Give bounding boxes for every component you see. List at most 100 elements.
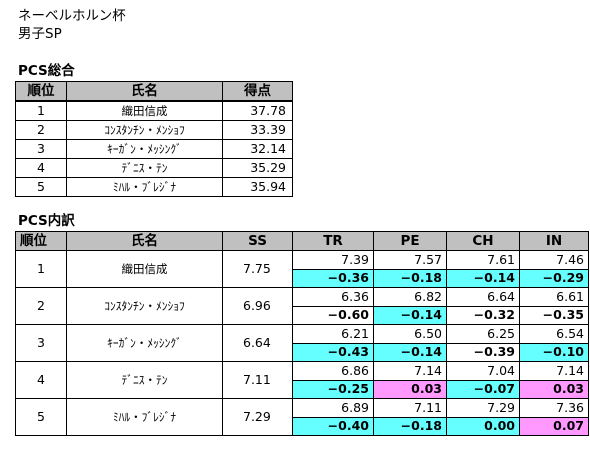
- ch-diff-cell: 0.00: [446, 416, 520, 436]
- diff-row: −0.40 −0.18 0.00 0.07: [16, 416, 589, 436]
- in-score-cell: 7.14: [519, 361, 589, 381]
- tr-score-cell: 6.89: [292, 398, 374, 418]
- event-title: ネーベルホルン杯: [18, 8, 126, 24]
- name-cell: ﾃﾞﾆｽ・ﾃﾝ: [66, 158, 223, 178]
- ch-diff-cell: −0.32: [446, 305, 520, 325]
- tr-score-cell: 6.86: [292, 361, 374, 381]
- in-score-cell: 6.61: [519, 287, 589, 307]
- summary-col-name: 氏名: [66, 81, 223, 102]
- detail-col-ss: SS: [222, 231, 293, 251]
- detail-col-in: IN: [519, 231, 589, 251]
- detail-col-ch: CH: [446, 231, 520, 251]
- rank-cell: 1: [15, 250, 67, 288]
- name-cell: ｷｰｶﾞﾝ・ﾒｯｼﾝｸﾞ: [66, 139, 223, 159]
- tr-diff-cell: −0.25: [292, 379, 374, 399]
- diff-row: −0.25 0.03 −0.07 0.03: [16, 379, 589, 399]
- summary-section-title: PCS総合: [18, 63, 75, 79]
- ss-cell: 6.96: [222, 287, 293, 325]
- table-row: 2 ｺﾝｽﾀﾝﾁﾝ・ﾒﾝｼｮﾌ 33.39: [15, 120, 293, 140]
- table-row: 3 ｷｰｶﾞﾝ・ﾒｯｼﾝｸﾞ 6.64 6.21 6.50 6.25 6.54: [15, 324, 589, 362]
- rank-cell: 4: [15, 361, 67, 399]
- score-cell: 35.94: [222, 177, 293, 197]
- score-cell: 32.14: [222, 139, 293, 159]
- pe-score-cell: 6.50: [373, 324, 447, 344]
- rank-cell: 5: [15, 398, 67, 436]
- tr-diff-cell: −0.36: [292, 268, 374, 288]
- summary-col-rank: 順位: [15, 81, 67, 102]
- name-cell: ﾐﾊﾙ・ﾌﾞﾚｼﾞﾅ: [66, 177, 223, 197]
- rank-cell: 1: [15, 100, 67, 121]
- table-row: 1 織田信成 37.78: [15, 100, 293, 121]
- pe-diff-cell: −0.18: [373, 416, 447, 436]
- ch-score-cell: 6.64: [446, 287, 520, 307]
- pe-score-cell: 7.57: [373, 250, 447, 270]
- ch-diff-cell: −0.14: [446, 268, 520, 288]
- tr-diff-cell: −0.60: [292, 305, 374, 325]
- rank-cell: 2: [15, 120, 67, 140]
- score-cell: 37.78: [222, 100, 293, 121]
- name-cell: ｷｰｶﾞﾝ・ﾒｯｼﾝｸﾞ: [66, 324, 223, 362]
- name-cell: ｺﾝｽﾀﾝﾁﾝ・ﾒﾝｼｮﾌ: [66, 120, 223, 140]
- detail-col-rank: 順位: [15, 231, 67, 251]
- rank-cell: 3: [15, 139, 67, 159]
- ss-cell: 7.75: [222, 250, 293, 288]
- name-cell: ｺﾝｽﾀﾝﾁﾝ・ﾒﾝｼｮﾌ: [66, 287, 223, 325]
- ch-score-cell: 7.29: [446, 398, 520, 418]
- pcs-summary-table: 順位 氏名 得点 1 織田信成 37.78 2 ｺﾝｽﾀﾝﾁﾝ・ﾒﾝｼｮﾌ 33…: [15, 81, 293, 197]
- in-diff-cell: −0.10: [519, 342, 589, 362]
- in-diff-cell: 0.03: [519, 379, 589, 399]
- pcs-detail-table: 順位 氏名 SS TR PE CH IN 1 織田信成 7.75 7.39 7.57 7.…: [15, 231, 589, 436]
- in-score-cell: 6.54: [519, 324, 589, 344]
- in-diff-cell: −0.29: [519, 268, 589, 288]
- ch-score-cell: 7.61: [446, 250, 520, 270]
- detail-col-pe: PE: [373, 231, 447, 251]
- ch-score-cell: 6.25: [446, 324, 520, 344]
- detail-col-name: 氏名: [66, 231, 223, 251]
- detail-section-title: PCS内訳: [18, 213, 75, 229]
- table-row: 5 ﾐﾊﾙ・ﾌﾞﾚｼﾞﾅ 35.94: [15, 177, 293, 197]
- ss-cell: 7.11: [222, 361, 293, 399]
- pe-diff-cell: −0.14: [373, 342, 447, 362]
- ch-diff-cell: −0.07: [446, 379, 520, 399]
- pe-diff-cell: 0.03: [373, 379, 447, 399]
- pe-diff-cell: −0.14: [373, 305, 447, 325]
- name-cell: 織田信成: [66, 250, 223, 288]
- diff-row: −0.36 −0.18 −0.14 −0.29: [16, 268, 589, 288]
- tr-score-cell: 7.39: [292, 250, 374, 270]
- pe-score-cell: 6.82: [373, 287, 447, 307]
- table-row: 4 ﾃﾞﾆｽ・ﾃﾝ 7.11 6.86 7.14 7.04 7.14: [15, 361, 589, 399]
- score-cell: 35.29: [222, 158, 293, 178]
- in-diff-cell: 0.07: [519, 416, 589, 436]
- rank-cell: 5: [15, 177, 67, 197]
- tr-diff-cell: −0.43: [292, 342, 374, 362]
- category-title: 男子SP: [18, 26, 62, 42]
- diff-row: −0.60 −0.14 −0.32 −0.35: [16, 305, 589, 325]
- pe-diff-cell: −0.18: [373, 268, 447, 288]
- detail-header-row: 順位 氏名 SS TR PE CH IN: [15, 231, 589, 251]
- in-score-cell: 7.36: [519, 398, 589, 418]
- table-row: 3 ｷｰｶﾞﾝ・ﾒｯｼﾝｸﾞ 32.14: [15, 139, 293, 159]
- ss-cell: 6.64: [222, 324, 293, 362]
- score-cell: 33.39: [222, 120, 293, 140]
- summary-header-row: 順位 氏名 得点: [15, 81, 293, 102]
- tr-diff-cell: −0.40: [292, 416, 374, 436]
- name-cell: ﾃﾞﾆｽ・ﾃﾝ: [66, 361, 223, 399]
- summary-col-score: 得点: [222, 81, 293, 102]
- detail-col-tr: TR: [292, 231, 374, 251]
- rank-cell: 3: [15, 324, 67, 362]
- tr-score-cell: 6.36: [292, 287, 374, 307]
- diff-row: −0.43 −0.14 −0.39 −0.10: [16, 342, 589, 362]
- in-score-cell: 7.46: [519, 250, 589, 270]
- table-row: 2 ｺﾝｽﾀﾝﾁﾝ・ﾒﾝｼｮﾌ 6.96 6.36 6.82 6.64 6.61: [15, 287, 589, 325]
- name-cell: ﾐﾊﾙ・ﾌﾞﾚｼﾞﾅ: [66, 398, 223, 436]
- pe-score-cell: 7.14: [373, 361, 447, 381]
- rank-cell: 4: [15, 158, 67, 178]
- ch-diff-cell: −0.39: [446, 342, 520, 362]
- rank-cell: 2: [15, 287, 67, 325]
- name-cell: 織田信成: [66, 100, 223, 121]
- table-row: 1 織田信成 7.75 7.39 7.57 7.61 7.46: [15, 250, 589, 288]
- in-diff-cell: −0.35: [519, 305, 589, 325]
- ch-score-cell: 7.04: [446, 361, 520, 381]
- tr-score-cell: 6.21: [292, 324, 374, 344]
- ss-cell: 7.29: [222, 398, 293, 436]
